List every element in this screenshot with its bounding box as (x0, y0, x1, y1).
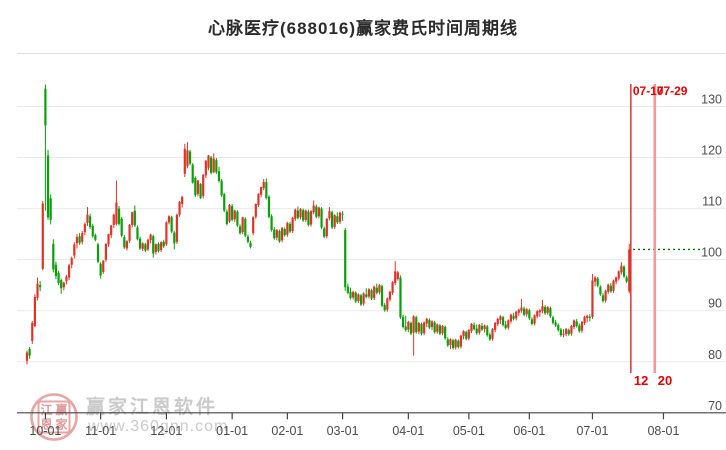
candles[interactable] (25, 84, 631, 365)
chart-title: 心脉医疗(688016)赢家费氏时间周期线 (207, 19, 519, 38)
svg-text:恩: 恩 (40, 417, 52, 432)
brand-seal-icon: 江 赢 恩 家 (30, 393, 78, 441)
x-axis-label: 07-01 (576, 424, 608, 438)
watermark-url-text: www.360gnn.com (88, 418, 229, 435)
fib-date-label: 07-17 (633, 84, 664, 98)
y-axis-label: 100 (701, 246, 722, 260)
x-axis-labels: 10-01 11-01 12-01 01-01 02-01 03-01 04-01 05-01… (29, 424, 679, 438)
y-axis-label: 120 (701, 144, 722, 158)
fib-count-label: 20 (658, 373, 672, 388)
x-axis-label: 02-01 (271, 424, 303, 438)
x-axis-label: 06-01 (513, 424, 545, 438)
fib-time-lines[interactable] (630, 84, 657, 373)
x-axis-ticks (44, 412, 665, 420)
gridlines (17, 106, 726, 363)
x-axis-label: 03-01 (327, 424, 359, 438)
fib-date-label: 07-29 (657, 84, 688, 98)
fib-count-label: 12 (634, 373, 648, 388)
x-axis-label: 10-01 (29, 424, 61, 438)
x-axis-label: 12-01 (150, 424, 182, 438)
svg-text:家: 家 (55, 417, 68, 432)
x-axis-label: 05-01 (453, 424, 485, 438)
y-axis-label: 130 (701, 93, 722, 107)
x-axis-label: 04-01 (392, 424, 424, 438)
y-axis-label: 110 (702, 195, 722, 209)
x-axis-label: 08-01 (647, 424, 679, 438)
y-axis-labels: 130 120 110 100 90 80 70 (701, 93, 722, 413)
y-axis-label: 90 (708, 297, 722, 311)
title-divider (17, 53, 726, 54)
x-axis-label: 11-01 (85, 424, 116, 438)
y-axis-label: 70 (708, 399, 722, 413)
x-axis-label: 01-01 (216, 424, 248, 438)
y-axis-label: 80 (708, 348, 722, 362)
